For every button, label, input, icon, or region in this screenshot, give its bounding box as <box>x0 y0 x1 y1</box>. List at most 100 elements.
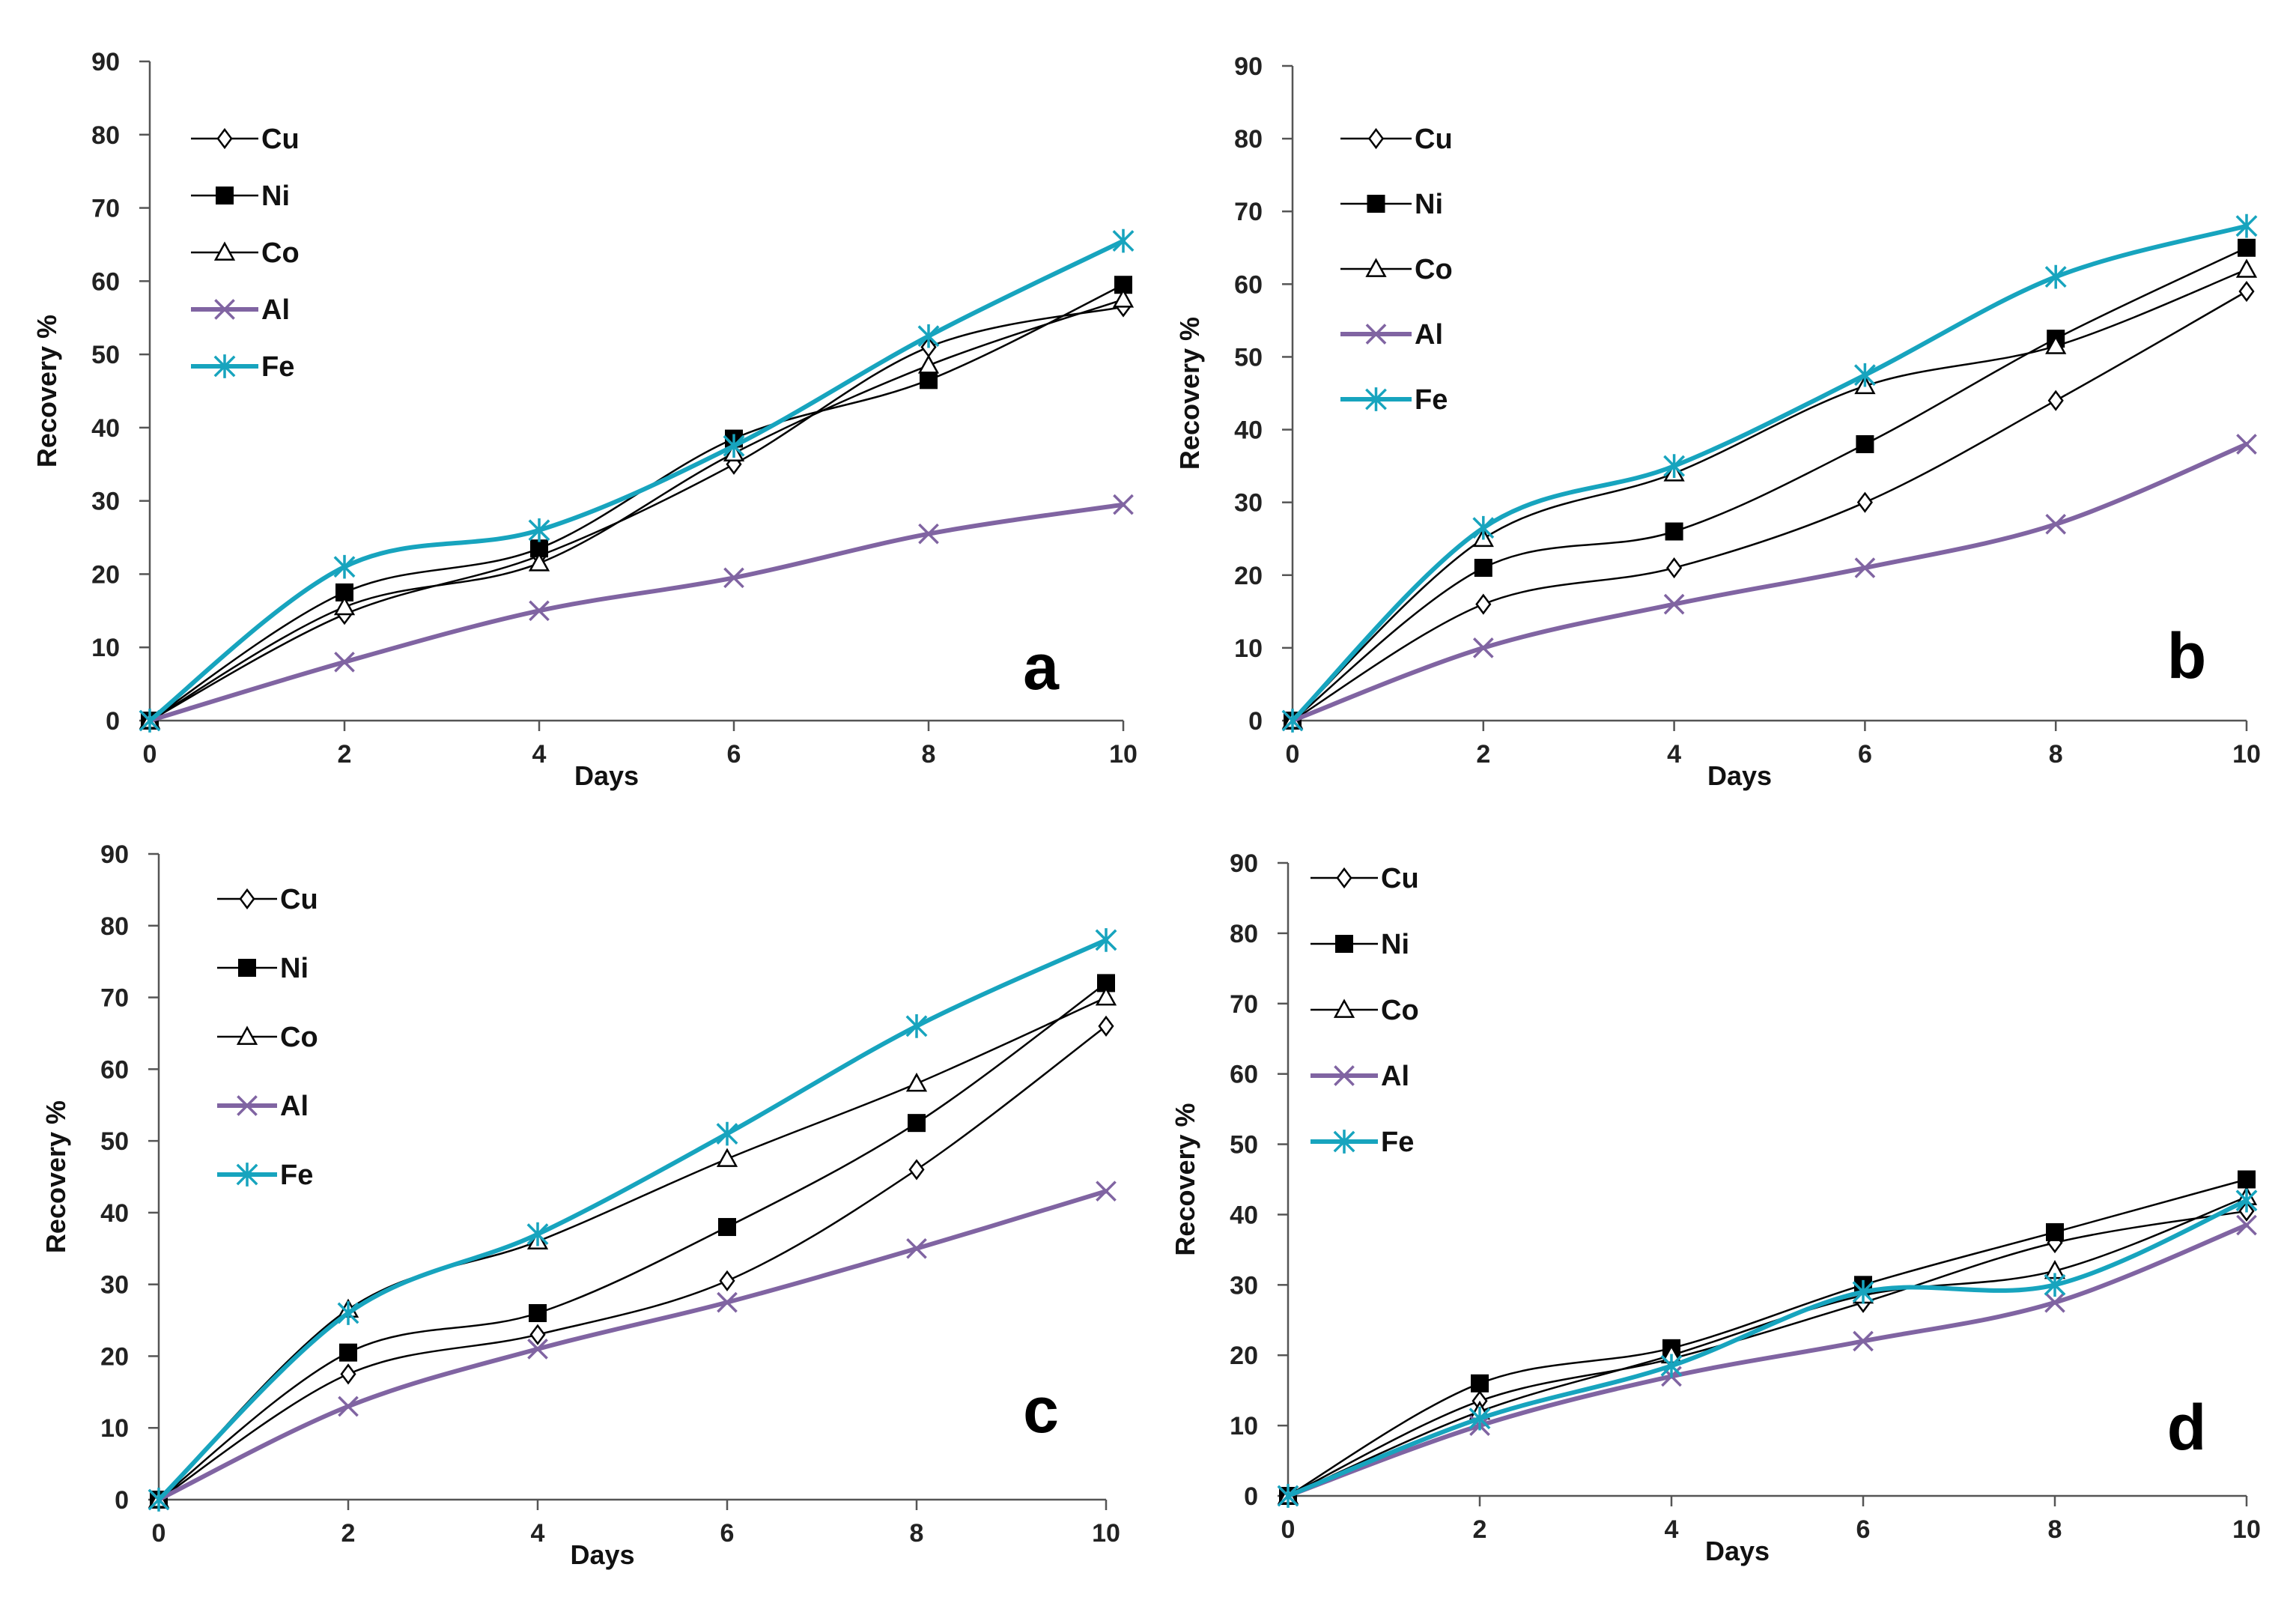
data-point-fe <box>723 434 745 458</box>
legend-label-co: Co <box>261 237 300 269</box>
data-point-cu <box>340 1363 356 1385</box>
series-line-al <box>148 502 1126 723</box>
y-tick-label: 70 <box>100 984 129 1013</box>
legend-label-al: Al <box>280 1091 309 1122</box>
data-point-ni <box>908 1114 926 1133</box>
legend-label-ni: Ni <box>261 181 290 212</box>
data-point-al <box>723 567 744 589</box>
data-point-co <box>2045 335 2067 354</box>
legend-label-co: Co <box>1381 995 1419 1026</box>
legend: Cu Ni Co Al Fe <box>191 124 300 383</box>
y-axis-title: Recovery % <box>40 1100 71 1253</box>
x-tick-label: 8 <box>2048 1515 2062 1544</box>
panel-letter: c <box>1023 1375 1059 1446</box>
data-point-cu <box>1666 557 1683 579</box>
x-tick-label: 10 <box>1109 740 1138 769</box>
data-point-co <box>905 1072 928 1092</box>
y-tick-label: 60 <box>1230 1061 1258 1089</box>
chart-panel-c: 0 10 20 30 40 50 60 70 80 90 0 2 4 6 8 10 Days Recovery %… <box>40 840 1120 1570</box>
data-point-fe <box>1472 515 1495 540</box>
y-tick-label: 40 <box>100 1199 129 1228</box>
data-point-cu <box>1856 491 1873 513</box>
series-line-fe <box>1290 223 2249 723</box>
data-point-ni <box>529 1303 547 1322</box>
y-tick-label: 10 <box>1234 634 1263 663</box>
data-point-al <box>1854 557 1876 578</box>
y-tick-label: 90 <box>91 48 120 76</box>
x-tick-label: 0 <box>152 1519 166 1548</box>
legend-label-cu: Cu <box>1415 124 1453 155</box>
data-point-al <box>1113 494 1134 515</box>
x-axis-title: Days <box>1707 760 1772 791</box>
y-tick-label: 70 <box>1234 198 1263 226</box>
data-point-fe <box>139 709 161 733</box>
y-tick-label: 20 <box>91 560 120 589</box>
y-tick-label: 40 <box>1234 416 1263 445</box>
series-line-cu <box>148 306 1125 722</box>
y-tick-label: 70 <box>91 195 120 223</box>
x-tick-label: 8 <box>910 1519 924 1548</box>
data-point-co <box>1112 288 1135 308</box>
chart-panel-b: 0 10 20 30 40 50 60 70 80 90 0 2 4 6 8 10 Days Recovery %… <box>1174 52 2261 791</box>
y-tick-label: 60 <box>1234 270 1263 299</box>
x-tick-label: 6 <box>1858 740 1872 769</box>
x-axis-title: Days <box>1705 1536 1770 1566</box>
data-point-al <box>527 1339 548 1360</box>
legend-marker-ni <box>238 959 256 977</box>
data-point-fe <box>1277 1484 1299 1508</box>
series-ni <box>141 276 1132 730</box>
legend-marker-al <box>1365 324 1387 345</box>
y-tick-label: 80 <box>1230 920 1258 948</box>
y-tick-label: 40 <box>91 414 120 443</box>
y-tick-label: 60 <box>100 1055 129 1084</box>
y-tick-label: 20 <box>100 1342 129 1371</box>
x-tick-label: 4 <box>531 1519 545 1548</box>
legend-label-cu: Cu <box>261 124 300 155</box>
legend-label-ni: Ni <box>1415 189 1443 220</box>
data-point-fe <box>905 1014 928 1038</box>
x-tick-label: 6 <box>1856 1515 1871 1544</box>
data-point-al <box>338 1396 359 1417</box>
legend-label-fe: Fe <box>261 351 294 383</box>
data-point-fe <box>2235 213 2258 238</box>
data-point-ni <box>339 1343 357 1362</box>
data-point-ni <box>718 1218 736 1237</box>
data-point-cu <box>908 1159 925 1181</box>
x-tick-label: 2 <box>341 1519 356 1548</box>
legend-marker-co <box>213 241 236 261</box>
legend-marker-co <box>236 1025 258 1045</box>
legend-marker-ni <box>1335 935 1353 953</box>
series-co <box>1277 1186 2258 1504</box>
data-point-al <box>918 523 939 545</box>
data-point-al <box>906 1237 927 1259</box>
legend-label-al: Al <box>261 294 290 326</box>
series-line-fe <box>148 238 1126 723</box>
legend-marker-fe <box>236 1163 258 1187</box>
legend-marker-cu <box>1336 867 1352 889</box>
x-tick-label: 8 <box>2049 740 2063 769</box>
data-point-fe <box>333 554 356 579</box>
series-line-co <box>148 298 1125 722</box>
series-line-ni <box>157 982 1108 1501</box>
legend-marker-ni <box>216 187 234 204</box>
x-tick-label: 2 <box>1476 740 1490 769</box>
data-point-co <box>716 1148 738 1167</box>
x-tick-label: 10 <box>2232 740 2261 769</box>
legend-marker-cu <box>1367 127 1385 150</box>
data-point-fe <box>917 324 940 348</box>
panel-letter: b <box>2167 620 2207 692</box>
series-ni <box>1279 1170 2256 1505</box>
series-line-fe <box>1286 1198 2249 1498</box>
x-tick-label: 2 <box>1473 1515 1487 1544</box>
data-point-al <box>1472 637 1494 658</box>
x-tick-label: 8 <box>922 740 936 769</box>
data-point-ni <box>2238 238 2256 257</box>
data-point-cu <box>1475 593 1492 615</box>
y-tick-label: 30 <box>1230 1271 1258 1300</box>
data-point-al <box>2045 513 2067 535</box>
legend-label-cu: Cu <box>280 884 318 915</box>
y-tick-label: 80 <box>1234 125 1263 154</box>
y-tick-label: 60 <box>91 267 120 296</box>
legend-marker-fe <box>1365 387 1387 411</box>
y-tick-label: 30 <box>91 488 120 516</box>
